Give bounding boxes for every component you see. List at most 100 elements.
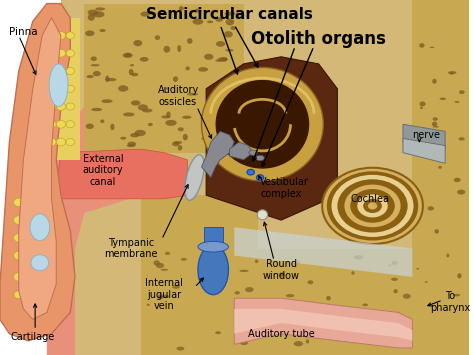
Ellipse shape [245,287,254,292]
Ellipse shape [331,175,413,237]
Polygon shape [234,227,412,277]
Ellipse shape [222,111,228,117]
Ellipse shape [88,10,98,15]
Ellipse shape [425,281,428,283]
Ellipse shape [363,304,368,306]
Polygon shape [229,142,253,160]
Ellipse shape [27,219,38,228]
Polygon shape [19,18,61,320]
Ellipse shape [100,119,104,123]
Ellipse shape [27,255,38,263]
Polygon shape [403,138,445,163]
Ellipse shape [161,269,168,271]
Ellipse shape [165,252,170,255]
Text: External
auditory
canal: External auditory canal [83,154,123,187]
Text: Vestibular
complex: Vestibular complex [260,178,309,199]
Ellipse shape [414,133,422,137]
Ellipse shape [142,109,153,113]
Polygon shape [61,0,469,355]
Ellipse shape [219,100,226,102]
Ellipse shape [14,234,24,242]
Polygon shape [403,124,445,149]
Ellipse shape [235,291,240,295]
Ellipse shape [93,11,104,17]
Polygon shape [412,0,469,355]
Ellipse shape [433,126,439,128]
Ellipse shape [56,32,65,39]
Ellipse shape [27,198,38,207]
Ellipse shape [350,189,395,223]
Ellipse shape [47,120,56,128]
Ellipse shape [236,338,239,342]
Ellipse shape [240,341,248,345]
Polygon shape [234,309,412,341]
Ellipse shape [140,12,150,17]
Ellipse shape [88,14,95,21]
Text: Semicircular canals: Semicircular canals [146,7,313,22]
Ellipse shape [28,291,37,299]
Ellipse shape [322,168,423,244]
Ellipse shape [135,130,146,136]
Ellipse shape [161,115,170,119]
Ellipse shape [368,202,377,209]
Ellipse shape [365,326,371,328]
Ellipse shape [56,67,65,75]
Ellipse shape [123,113,135,116]
Ellipse shape [455,101,460,103]
Ellipse shape [138,104,148,110]
Ellipse shape [215,59,222,62]
Ellipse shape [320,333,329,338]
Text: Auditory
ossicles: Auditory ossicles [157,85,199,106]
Polygon shape [204,227,223,245]
Ellipse shape [157,294,163,299]
Ellipse shape [416,268,419,269]
Ellipse shape [389,264,392,266]
Ellipse shape [187,38,192,44]
Ellipse shape [146,304,150,306]
Text: Otolith organs: Otolith organs [251,30,386,48]
Ellipse shape [47,103,56,110]
Ellipse shape [178,127,184,131]
Ellipse shape [66,50,74,57]
Ellipse shape [154,260,160,266]
Ellipse shape [419,43,425,48]
Ellipse shape [56,85,65,93]
Ellipse shape [279,272,285,277]
Ellipse shape [176,346,184,351]
Ellipse shape [185,66,190,70]
Ellipse shape [198,67,208,72]
Ellipse shape [201,67,323,181]
Ellipse shape [120,137,127,140]
Ellipse shape [249,150,257,155]
Ellipse shape [379,315,385,319]
Polygon shape [47,18,80,160]
Ellipse shape [118,85,128,92]
Ellipse shape [345,185,401,227]
Ellipse shape [185,155,204,200]
Ellipse shape [194,9,202,12]
Polygon shape [0,4,75,341]
Ellipse shape [357,195,388,217]
Ellipse shape [91,108,102,111]
Ellipse shape [66,121,74,128]
Ellipse shape [420,106,423,109]
Ellipse shape [182,116,191,119]
Ellipse shape [214,102,219,106]
Ellipse shape [393,289,398,293]
Ellipse shape [204,120,215,125]
Ellipse shape [449,72,454,75]
Polygon shape [84,4,244,153]
Ellipse shape [218,57,228,62]
Ellipse shape [419,102,426,106]
Ellipse shape [42,237,52,245]
Ellipse shape [165,120,177,126]
Ellipse shape [224,31,233,38]
Ellipse shape [328,329,332,331]
Ellipse shape [459,90,465,94]
Ellipse shape [306,314,309,318]
Ellipse shape [14,251,24,260]
Ellipse shape [179,6,184,11]
Ellipse shape [226,19,234,26]
Ellipse shape [42,202,52,210]
Ellipse shape [128,142,136,146]
